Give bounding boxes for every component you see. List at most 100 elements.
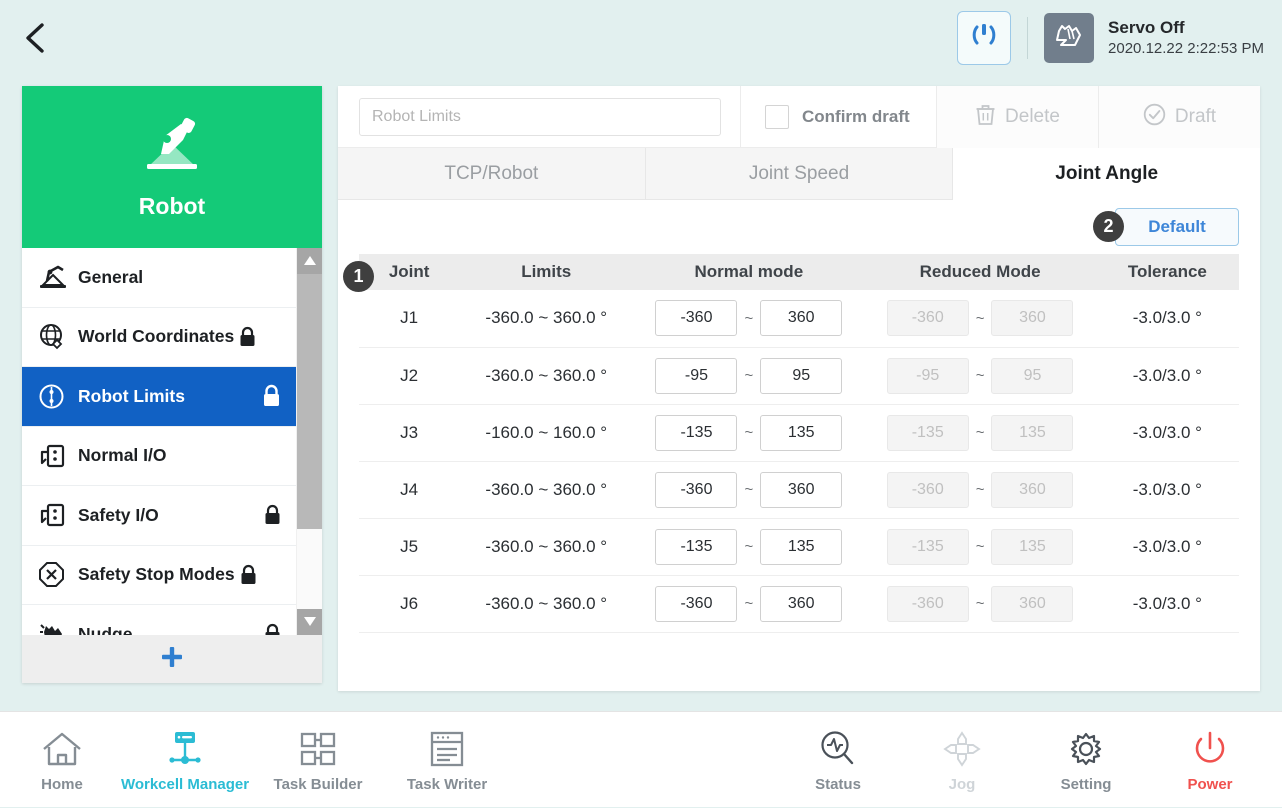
reduced-max-input xyxy=(991,414,1074,451)
normal-max-input[interactable] xyxy=(760,357,843,394)
scrollbar-track[interactable] xyxy=(297,274,322,609)
timestamp-label: 2020.12.22 2:22:53 PM xyxy=(1108,39,1264,57)
delete-button[interactable]: Delete xyxy=(936,85,1098,148)
joint-label: J1 xyxy=(359,290,460,348)
nav-item-setting[interactable]: Setting xyxy=(1024,712,1148,808)
draft-label: Draft xyxy=(1174,105,1217,127)
sidebar-item-label: Robot Limits xyxy=(78,385,185,406)
normal-max-input[interactable] xyxy=(760,585,843,622)
sidebar-item-safety-io[interactable]: Safety I/O xyxy=(22,486,296,546)
scroll-down-button[interactable] xyxy=(297,609,322,635)
limits-table-wrapper: 1 Joint Limits Normal mode Reduced Mode … xyxy=(338,254,1260,691)
tolerance-value: -3.0/3.0 ° xyxy=(1095,518,1239,576)
normal-mode-cell: ~ xyxy=(633,347,865,405)
range-separator: ~ xyxy=(744,481,754,498)
triangle-up-icon xyxy=(303,252,316,270)
robot-arm-small-icon xyxy=(38,264,72,290)
task-writer-icon xyxy=(426,727,468,771)
sidebar-item-general[interactable]: General xyxy=(22,248,296,308)
normal-mode-cell: ~ xyxy=(633,290,865,348)
tolerance-value: -3.0/3.0 ° xyxy=(1095,290,1239,348)
limits-name-input[interactable] xyxy=(359,97,721,136)
sidebar-item-robot-limits[interactable]: Robot Limits xyxy=(22,367,296,427)
lock-icon xyxy=(261,384,282,408)
normal-min-input[interactable] xyxy=(655,471,738,508)
column-header-joint: Joint xyxy=(359,254,460,290)
sidebar-item-nudge[interactable]: Nudge xyxy=(22,605,296,635)
robot-arm-outline-icon xyxy=(969,20,999,55)
tab-tcp-robot[interactable]: TCP/Robot xyxy=(338,148,646,200)
reduced-mode-cell: ~ xyxy=(864,461,1096,519)
nav-item-status[interactable]: Status xyxy=(776,712,900,808)
normal-min-input[interactable] xyxy=(655,414,738,451)
sidebar-item-label: Normal I/O xyxy=(78,445,167,466)
nav-item-power[interactable]: Power xyxy=(1148,712,1272,808)
normal-min-input[interactable] xyxy=(655,528,738,565)
joint-limits-value: -360.0 ~ 360.0 ° xyxy=(459,575,634,633)
chevron-left-icon xyxy=(22,21,48,55)
nav-item-task-builder[interactable]: Task Builder xyxy=(254,712,382,808)
scroll-up-button[interactable] xyxy=(297,248,322,274)
reduced-mode-cell: ~ xyxy=(864,575,1096,633)
reduced-min-input xyxy=(886,528,969,565)
draft-button[interactable]: Draft xyxy=(1098,85,1260,148)
task-builder-icon xyxy=(296,727,340,771)
nav-item-jog[interactable]: Jog xyxy=(900,712,1024,808)
joint-limits-value: -160.0 ~ 160.0 ° xyxy=(459,404,634,462)
robot-card[interactable]: Robot xyxy=(22,86,322,248)
status-pulse-icon xyxy=(816,727,860,771)
lock-icon xyxy=(263,504,282,526)
default-action-row: 2 Default xyxy=(338,200,1260,254)
workcell-icon xyxy=(162,727,208,771)
sidebar: Robot General xyxy=(22,86,322,683)
nav-item-task-writer[interactable]: Task Writer xyxy=(382,712,512,808)
table-row: J6 -360.0 ~ 360.0 ° ~ ~ -3.0/3.0 ° xyxy=(359,575,1239,633)
reduced-mode-cell: ~ xyxy=(864,404,1096,462)
servo-state-label: Servo Off xyxy=(1108,17,1185,37)
nav-label: Workcell Manager xyxy=(120,775,250,793)
sidebar-menu-list: General World Coordinates xyxy=(22,248,296,635)
table-row: J3 -160.0 ~ 160.0 ° ~ ~ -3.0/3.0 ° xyxy=(359,404,1239,462)
nav-item-home[interactable]: Home xyxy=(8,712,116,808)
annotation-badge-2: 2 xyxy=(1093,211,1124,242)
table-header-row: Joint Limits Normal mode Reduced Mode To… xyxy=(359,254,1239,290)
sidebar-menu-wrapper: General World Coordinates xyxy=(22,248,322,635)
sidebar-item-normal-io[interactable]: Normal I/O xyxy=(22,426,296,486)
normal-min-input[interactable] xyxy=(655,357,738,394)
nav-item-workcell-manager[interactable]: Workcell Manager xyxy=(116,712,254,808)
sidebar-scrollbar[interactable] xyxy=(296,248,322,635)
bottom-navigation: Home Workcell Manager xyxy=(0,711,1282,807)
nav-right-group: Status Jog Setting xyxy=(776,712,1272,808)
check-circle-icon xyxy=(1143,103,1166,131)
tab-joint-speed[interactable]: Joint Speed xyxy=(645,148,954,200)
sidebar-item-world-coordinates[interactable]: World Coordinates xyxy=(22,307,296,367)
reduced-mode-cell: ~ xyxy=(864,518,1096,576)
servo-mode-icon-box[interactable] xyxy=(1044,12,1095,63)
nav-label: Task Writer xyxy=(406,775,488,793)
reduced-mode-cell: ~ xyxy=(864,347,1096,405)
home-icon xyxy=(40,727,84,771)
reduced-mode-cell: ~ xyxy=(864,290,1096,348)
tolerance-value: -3.0/3.0 ° xyxy=(1095,575,1239,633)
confirm-draft-checkbox[interactable] xyxy=(765,104,789,129)
normal-max-input[interactable] xyxy=(760,471,843,508)
confirm-draft-group[interactable]: Confirm draft xyxy=(740,85,936,148)
nav-label: Home xyxy=(41,775,83,793)
scrollbar-thumb[interactable] xyxy=(297,274,322,529)
normal-max-input[interactable] xyxy=(760,528,843,565)
sidebar-item-safety-stop-modes[interactable]: Safety Stop Modes xyxy=(22,545,296,605)
robot-connection-button[interactable] xyxy=(957,10,1012,65)
back-button[interactable] xyxy=(0,0,70,75)
joint-label: J3 xyxy=(359,404,460,462)
normal-max-input[interactable] xyxy=(760,414,843,451)
tab-joint-angle[interactable]: Joint Angle xyxy=(953,148,1261,200)
normal-min-input[interactable] xyxy=(655,585,738,622)
add-item-button[interactable] xyxy=(22,635,322,683)
gear-icon xyxy=(1064,727,1108,771)
sidebar-item-label: General xyxy=(78,266,144,287)
default-button[interactable]: Default xyxy=(1115,208,1239,246)
normal-max-input[interactable] xyxy=(760,300,843,337)
range-separator: ~ xyxy=(744,309,754,327)
normal-min-input[interactable] xyxy=(655,300,738,337)
reduced-min-input xyxy=(886,414,969,451)
